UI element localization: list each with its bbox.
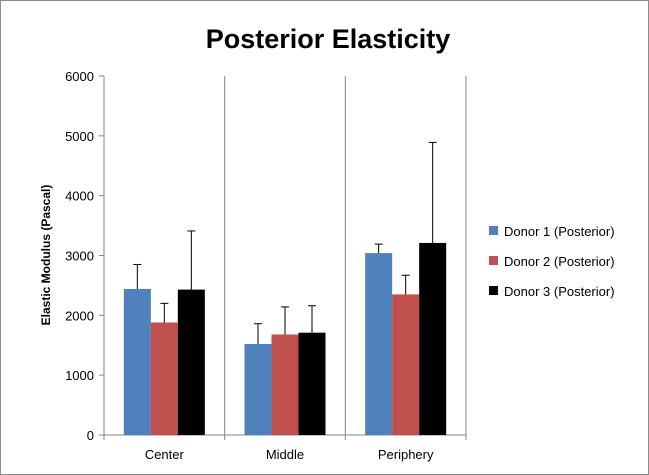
plot-area: 0 1000 2000 3000 4000 5000 6000 Center Middle Per… (65, 69, 467, 462)
bar (392, 294, 420, 435)
legend: Donor 1 (Posterior) Donor 2 (Posterior) Do… (489, 224, 615, 299)
bar (271, 334, 299, 435)
legend-label: Donor 2 (Posterior) (504, 254, 615, 269)
bar (419, 242, 447, 435)
bar (150, 322, 178, 435)
legend-label: Donor 1 (Posterior) (504, 224, 615, 239)
y-tick-label: 0 (87, 428, 94, 443)
bar (244, 344, 272, 435)
bar (298, 332, 326, 435)
y-tick-label: 2000 (65, 308, 94, 323)
x-tick-label: Middle (266, 447, 304, 462)
legend-label: Donor 3 (Posterior) (504, 284, 615, 299)
x-tick-label: Center (145, 447, 185, 462)
y-tick-label: 4000 (65, 189, 94, 204)
y-tick-label: 3000 (65, 249, 94, 264)
y-axis-label: Elastic Modulus (Pascal) (39, 185, 53, 326)
legend-swatch (489, 226, 498, 235)
bar (365, 253, 393, 435)
x-tick-label: Periphery (378, 447, 434, 462)
chart-title: Posterior Elasticity (206, 24, 451, 54)
y-tick-label: 1000 (65, 368, 94, 383)
bar (123, 289, 151, 435)
y-tick-label: 6000 (65, 69, 94, 84)
legend-swatch (489, 286, 498, 295)
legend-swatch (489, 256, 498, 265)
bar (177, 289, 205, 435)
y-tick-label: 5000 (65, 129, 94, 144)
